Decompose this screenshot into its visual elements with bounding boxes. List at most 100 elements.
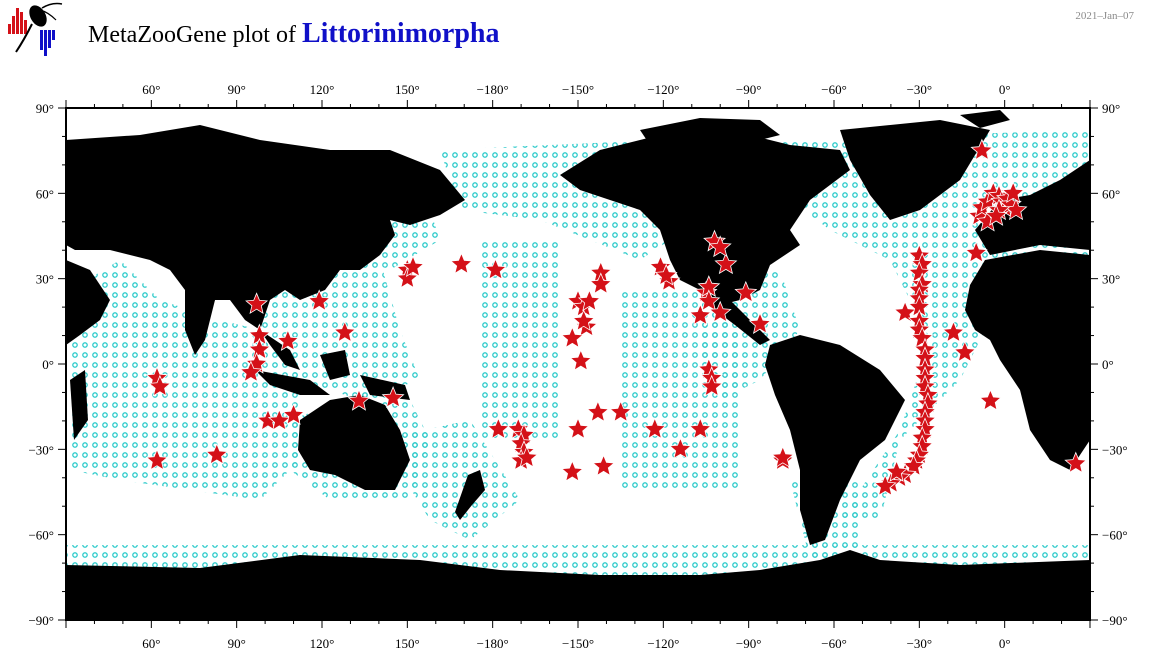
red-star-icon (572, 309, 596, 332)
red-star-icon (148, 374, 172, 397)
red-star-icon (381, 386, 405, 408)
red-star-icon (347, 388, 371, 411)
axis-labels: 60° 60° 90° 90° 120° 120° 150° 150° −180° −180° −1… (28, 82, 1127, 651)
red-star-icon (1001, 181, 1025, 204)
bottom-tick-label: −90° (736, 636, 762, 651)
bottom-tick-label: 60° (142, 636, 160, 651)
right-tick-label: 60° (1102, 186, 1120, 201)
red-star-icon (970, 138, 994, 161)
right-tick-label: −90° (1102, 613, 1128, 628)
top-tick-label: 120° (310, 82, 335, 97)
red-star-icon (569, 349, 593, 371)
page-title: MetaZooGene plot of Littorinimorpha (88, 18, 500, 50)
land-masses (66, 110, 1090, 620)
red-star-icon (953, 340, 977, 363)
greenland (840, 120, 990, 220)
bottom-tick-label: 120° (310, 636, 335, 651)
red-star-icon (910, 326, 934, 349)
red-star-icon (205, 442, 229, 465)
red-star-icon (395, 266, 419, 289)
bottom-tick-label: −120° (647, 636, 679, 651)
africa-east (66, 260, 110, 345)
red-star-icon (688, 303, 712, 326)
left-tick-label: 30° (36, 272, 54, 287)
top-tick-label: −180° (477, 82, 509, 97)
red-star-icon (577, 289, 601, 312)
top-tick-label: 150° (395, 82, 420, 97)
red-star-icon (907, 260, 931, 283)
bottom-tick-label: 90° (228, 636, 246, 651)
bottom-tick-label: −180° (477, 636, 509, 651)
red-star-icon (708, 235, 732, 258)
australia (298, 395, 410, 490)
red-star-icon (688, 417, 712, 440)
top-tick-label: 60° (142, 82, 160, 97)
red-star-icon (401, 255, 425, 278)
red-star-icon (708, 300, 732, 323)
red-star-icon (589, 272, 613, 295)
bottom-tick-label: 150° (395, 636, 420, 651)
europe (975, 160, 1090, 255)
red-star-icon (560, 326, 584, 349)
red-star-icon (700, 374, 724, 397)
india (185, 290, 215, 355)
top-tick-label: 0° (999, 82, 1011, 97)
red-star-icon (282, 403, 305, 425)
title-prefix: MetaZooGene plot of (88, 22, 296, 48)
red-star-icon (979, 388, 1002, 411)
red-star-icon (515, 445, 539, 468)
red-star-icon (307, 289, 331, 312)
red-star-icon (486, 417, 510, 440)
right-tick-label: 90° (1102, 101, 1120, 116)
red-star-icon (873, 474, 897, 497)
red-star-icon (245, 292, 268, 315)
left-tick-label: 0° (42, 357, 54, 372)
top-tick-label: −30° (907, 82, 933, 97)
red-star-icon (484, 258, 507, 280)
right-tick-label: −30° (1102, 442, 1128, 457)
red-star-icon (609, 400, 633, 423)
top-tick-label: −150° (562, 82, 594, 97)
red-star-icon (1064, 451, 1088, 474)
red-star-icon (560, 460, 584, 482)
red-star-icon (984, 204, 1008, 226)
top-tick-label: 90° (228, 82, 246, 97)
copepod-logo-icon (8, 2, 63, 56)
red-star-icon (697, 289, 721, 312)
right-tick-label: −60° (1102, 528, 1128, 543)
left-tick-label: −60° (28, 528, 54, 543)
south-america (765, 335, 905, 545)
red-star-icon (145, 448, 169, 471)
right-tick-label: 30° (1102, 272, 1120, 287)
left-tick-label: −90° (28, 613, 54, 628)
red-star-icon (586, 400, 610, 423)
bottom-tick-label: 0° (999, 636, 1011, 651)
red-star-icon (643, 417, 667, 440)
red-star-icon (239, 360, 263, 383)
red-star-icon (964, 241, 988, 263)
red-star-icon (771, 445, 795, 468)
north-america (560, 130, 850, 305)
red-star-icon (267, 408, 291, 431)
bottom-tick-label: −150° (562, 636, 594, 651)
red-star-icon (248, 337, 271, 360)
axis-ticks (58, 100, 1098, 628)
red-star-icon (893, 300, 917, 323)
red-star-icon (734, 280, 758, 303)
top-tick-label: −60° (821, 82, 847, 97)
red-star-icon (668, 437, 692, 460)
occurrence-markers (145, 138, 1088, 497)
bottom-tick-label: −60° (821, 636, 847, 651)
red-star-icon (592, 454, 616, 477)
title-taxon: Littorinimorpha (301, 18, 500, 49)
red-star-icon (941, 320, 965, 343)
red-star-icon (449, 252, 473, 275)
red-star-icon (885, 460, 908, 482)
red-star-icon (333, 320, 357, 343)
left-tick-label: −30° (28, 442, 54, 457)
bottom-tick-label: −30° (907, 636, 933, 651)
top-tick-label: −90° (736, 82, 762, 97)
antarctica (66, 550, 1090, 620)
red-star-icon (748, 312, 772, 334)
